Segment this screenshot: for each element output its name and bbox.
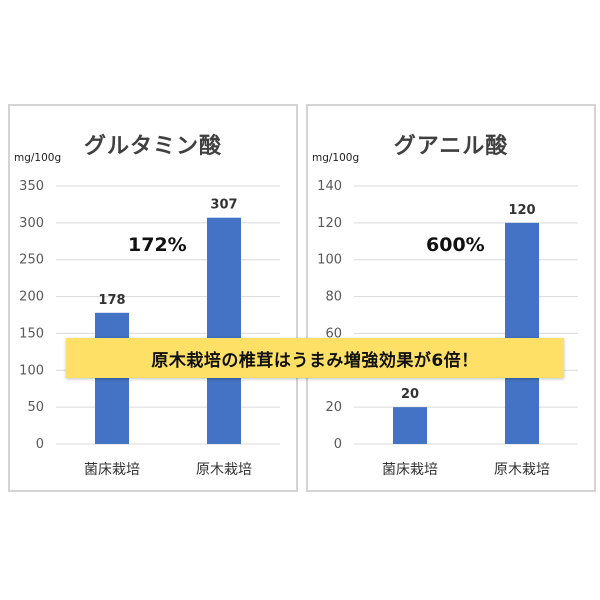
y-tick-label: 100 bbox=[19, 363, 44, 378]
x-tick-label: 原木栽培 bbox=[196, 462, 252, 478]
data-label: 178 bbox=[98, 293, 125, 308]
glutamic-acid-chart: グルタミン酸 mg/100g 0 50 100 150 200 250 300 350 178 菌… bbox=[8, 104, 298, 492]
guanylic-acid-chart: グアニル酸 mg/100g 02040608010012014020菌床栽培12… bbox=[306, 104, 596, 492]
data-label: 120 bbox=[508, 203, 535, 218]
bar-chart-plot: 0 50 100 150 200 250 300 350 178 菌床栽培 307 原木栽培 bbox=[19, 179, 280, 478]
bar bbox=[505, 222, 539, 444]
headline-banner: 原木栽培の椎茸はうまみ増強効果が6倍！ bbox=[66, 338, 564, 378]
y-tick-label: 80 bbox=[325, 290, 342, 305]
chart-title: グルタミン酸 bbox=[83, 134, 222, 159]
bar bbox=[393, 407, 427, 444]
bar bbox=[95, 312, 129, 444]
y-tick-label: 50 bbox=[27, 400, 44, 415]
y-tick-label: 20 bbox=[325, 400, 342, 415]
ratio-annotation: 600% bbox=[426, 234, 485, 256]
y-tick-label: 350 bbox=[19, 179, 44, 194]
y-tick-label: 140 bbox=[317, 179, 342, 194]
y-axis-unit: mg/100g bbox=[14, 152, 62, 164]
ratio-annotation: 172% bbox=[128, 234, 187, 256]
y-tick-label: 250 bbox=[19, 253, 44, 268]
y-tick-label: 200 bbox=[19, 290, 44, 305]
y-tick-label: 100 bbox=[317, 253, 342, 268]
data-label: 20 bbox=[401, 387, 419, 402]
y-tick-label: 0 bbox=[36, 437, 44, 452]
bar-chart-plot: 02040608010012014020菌床栽培120原木栽培 bbox=[317, 179, 578, 478]
y-tick-label: 0 bbox=[334, 437, 342, 452]
y-tick-label: 120 bbox=[317, 216, 342, 231]
y-tick-label: 150 bbox=[19, 326, 44, 341]
data-label: 307 bbox=[210, 198, 237, 213]
x-tick-label: 菌床栽培 bbox=[382, 462, 438, 478]
x-tick-label: 原木栽培 bbox=[494, 462, 550, 478]
chart-title: グアニル酸 bbox=[393, 134, 509, 159]
y-axis-unit: mg/100g bbox=[312, 152, 360, 164]
y-tick-label: 300 bbox=[19, 216, 44, 231]
x-tick-label: 菌床栽培 bbox=[84, 462, 140, 478]
bar bbox=[207, 217, 241, 444]
y-tick-label: 60 bbox=[325, 326, 342, 341]
